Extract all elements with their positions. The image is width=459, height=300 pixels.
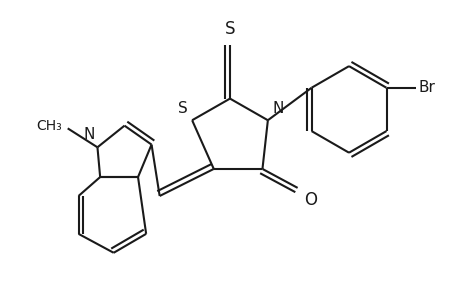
Text: N: N — [83, 127, 95, 142]
Text: N: N — [272, 101, 283, 116]
Text: CH₃: CH₃ — [36, 119, 62, 133]
Text: S: S — [178, 101, 187, 116]
Text: Br: Br — [418, 80, 435, 95]
Text: S: S — [224, 20, 235, 38]
Text: O: O — [303, 190, 316, 208]
